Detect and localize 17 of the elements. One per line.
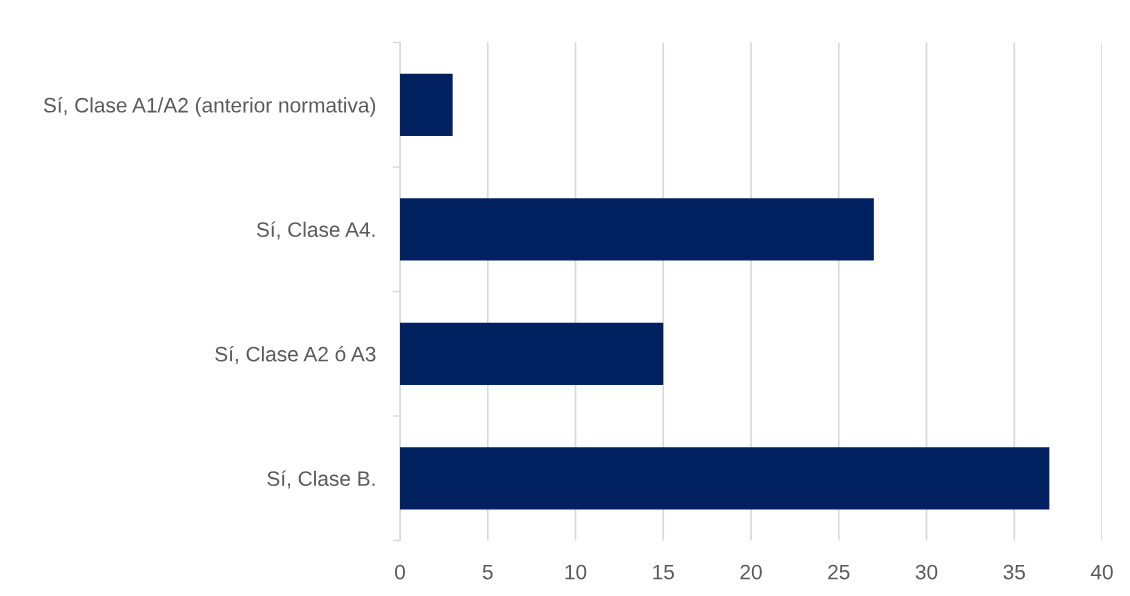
y-tick-label: Sí, Clase A2 ó A3 [215, 345, 376, 364]
bar [400, 198, 874, 261]
x-tick-label: 15 [653, 564, 674, 580]
y-tick-label: Sí, Clase B. [267, 470, 375, 489]
y-tick-label: Sí, Clase A1/A2 (anterior normativa) [43, 97, 376, 117]
x-tick-label: 10 [565, 564, 587, 580]
x-tick-label: 30 [915, 564, 938, 580]
bar [400, 447, 1050, 510]
x-tick-label: 25 [828, 564, 850, 580]
x-tick-label: 5 [482, 564, 493, 580]
y-tick-label: Sí, Clase A4. [256, 221, 375, 240]
x-tick-label: 20 [740, 564, 762, 580]
x-tick-label: 40 [1090, 564, 1113, 580]
x-tick-label: 35 [1003, 564, 1025, 580]
bar [400, 322, 664, 385]
bar [400, 73, 453, 136]
x-tick-label: 0 [395, 564, 405, 580]
